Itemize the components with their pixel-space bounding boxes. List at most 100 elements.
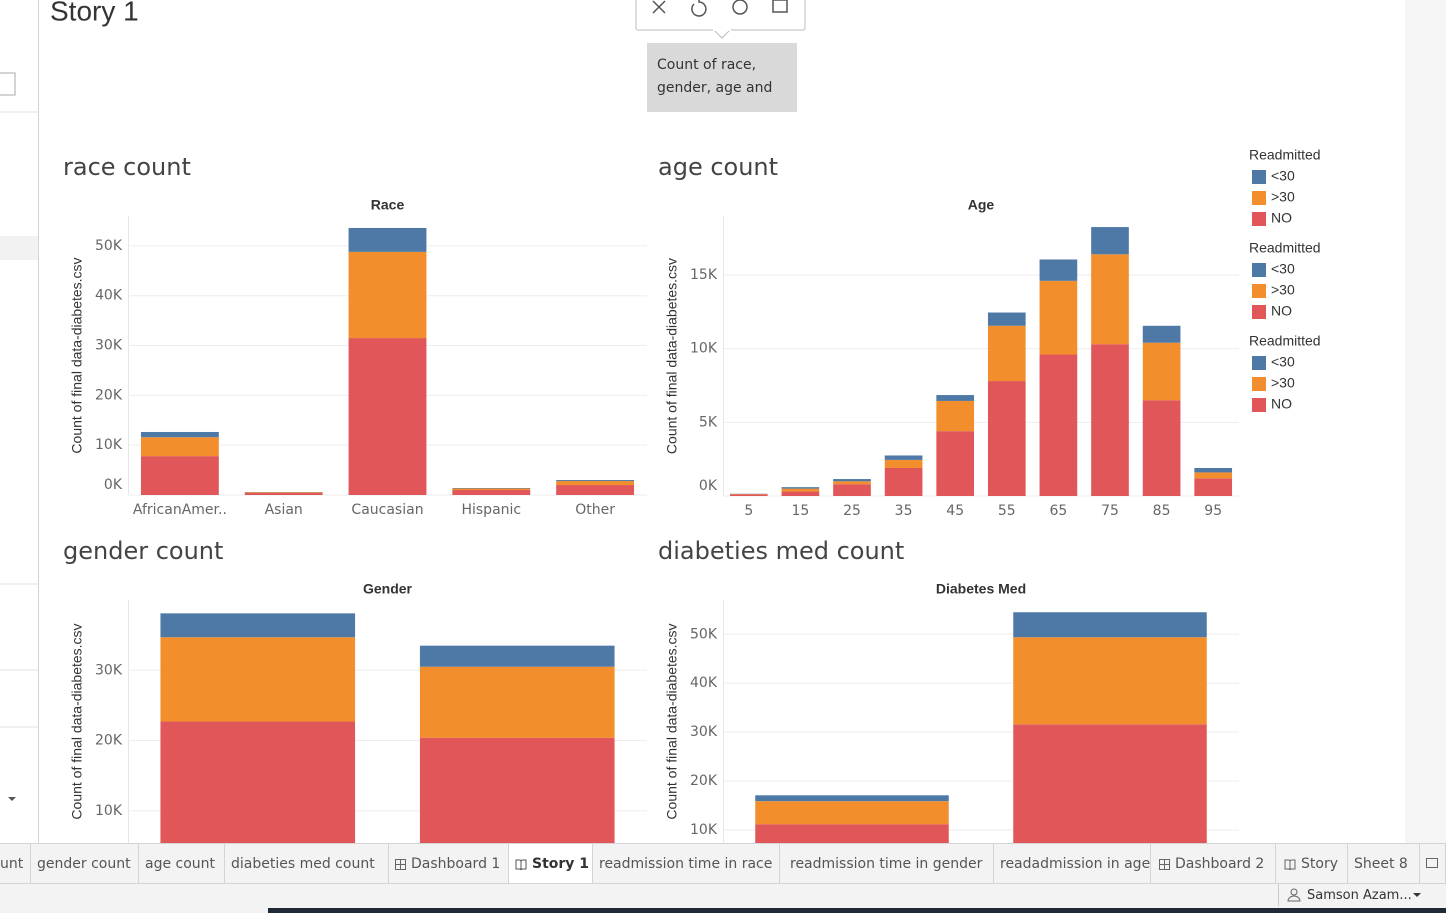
new-tab[interactable] (1420, 844, 1446, 884)
bar-segment (160, 613, 355, 637)
legend-label: NO (1271, 396, 1292, 412)
x-tick-label: Asian (265, 502, 303, 518)
bar-segment (556, 485, 634, 495)
x-tick-label: 55 (998, 503, 1016, 519)
bar-segment (1194, 468, 1232, 472)
x-tick-label: Hispanic (461, 502, 521, 518)
tab[interactable]: age count (139, 844, 225, 884)
x-tick-label: Other (575, 502, 615, 518)
chart-title: diabeties med count (658, 537, 904, 565)
bar-segment (755, 824, 949, 843)
y-tick-label: 10K (690, 341, 718, 357)
x-tick-label: 65 (1049, 503, 1067, 519)
legend-title: Readmitted (1249, 333, 1321, 349)
tab-label: readadmission in age (1000, 856, 1150, 872)
tab[interactable]: Dashboard 1 (389, 844, 509, 884)
story-icon (1284, 859, 1296, 870)
bar-segment (141, 437, 219, 456)
pointer-mask (713, 28, 731, 31)
bar-segment (1194, 478, 1232, 496)
y-tick-label: 0K (699, 478, 718, 494)
y-axis-title: Count of final data-diabetes.csv (69, 623, 85, 819)
x-tick-label: AfricanAmer.. (133, 502, 227, 518)
chart-title: gender count (63, 537, 223, 565)
legend-swatch (1252, 284, 1266, 298)
right-gutter (1405, 0, 1446, 843)
x-tick-label: 75 (1101, 503, 1119, 519)
tab[interactable]: readadmission in age (994, 844, 1151, 884)
tab[interactable]: unt (0, 844, 31, 884)
tab[interactable]: Dashboard 2 (1151, 844, 1276, 884)
x-axis-title: Diabetes Med (936, 581, 1026, 597)
bar-segment (452, 490, 530, 495)
legend-swatch (1252, 263, 1266, 277)
tab[interactable]: readmission time in gender (780, 844, 994, 884)
y-tick-label: 30K (95, 338, 123, 354)
bar-segment (1091, 344, 1129, 496)
bar-segment (1143, 400, 1181, 496)
panel-input[interactable] (0, 73, 15, 95)
story-caption[interactable]: Count of race, gender, age and (647, 43, 797, 112)
y-axis-title: Count of final data-diabetes.csv (69, 257, 85, 453)
tab-label: Story (1301, 856, 1338, 872)
bar-segment (988, 381, 1026, 496)
y-tick-label: 10K (690, 822, 718, 838)
chart-title: race count (63, 153, 191, 181)
bar-segment (755, 801, 949, 824)
y-axis-title: Count of final data-diabetes.csv (664, 258, 680, 454)
bar-segment (1040, 281, 1078, 355)
legend-label: >30 (1271, 375, 1295, 391)
y-tick-label: 20K (690, 773, 718, 789)
y-tick-label: 20K (95, 387, 123, 403)
x-tick-label: 25 (843, 503, 861, 519)
bar-segment (936, 401, 974, 431)
legend-swatch (1252, 170, 1266, 184)
bar-segment (1194, 472, 1232, 478)
bar-segment (349, 338, 427, 495)
tab[interactable]: gender count (31, 844, 139, 884)
tab[interactable]: readmission time in race (593, 844, 780, 884)
chart-title: age count (658, 153, 778, 181)
tab[interactable]: Story 1 (509, 844, 593, 884)
legend-swatch (1252, 191, 1266, 205)
tab-label: Story 1 (532, 856, 589, 872)
tab-label: gender count (37, 856, 131, 872)
bar-segment (885, 455, 923, 459)
bar-segment (349, 252, 427, 338)
bar-segment (452, 489, 530, 490)
legend-title: Readmitted (1249, 147, 1321, 163)
bar-segment (1013, 612, 1207, 637)
tab[interactable]: Sheet 8 (1348, 844, 1420, 884)
tab[interactable]: Story (1276, 844, 1348, 884)
story-icon (515, 859, 527, 870)
bar-segment (420, 738, 615, 843)
bar-segment (885, 468, 923, 496)
bar-segment (1091, 227, 1129, 254)
new-sheet-icon (1426, 858, 1440, 870)
bar-segment (141, 456, 219, 495)
bar-segment (1143, 343, 1181, 400)
tab-label: diabeties med count (231, 856, 375, 872)
legend-label: <30 (1271, 354, 1295, 370)
bar-segment (420, 646, 615, 667)
legend-label: NO (1271, 210, 1292, 226)
story-title: Story 1 (50, 0, 139, 26)
y-tick-label: 50K (690, 626, 718, 642)
y-tick-label: 50K (95, 238, 123, 254)
legend-label: <30 (1271, 261, 1295, 277)
bar-segment (782, 487, 820, 488)
x-tick-label: Caucasian (351, 502, 423, 518)
legend-label: NO (1271, 303, 1292, 319)
y-tick-label: 40K (95, 288, 123, 304)
x-tick-label: 45 (946, 503, 964, 519)
bar-segment (1091, 254, 1129, 344)
bar-segment (160, 637, 355, 721)
tab[interactable]: diabeties med count (225, 844, 389, 884)
user-menu[interactable]: Samson Azam... (1278, 884, 1428, 906)
